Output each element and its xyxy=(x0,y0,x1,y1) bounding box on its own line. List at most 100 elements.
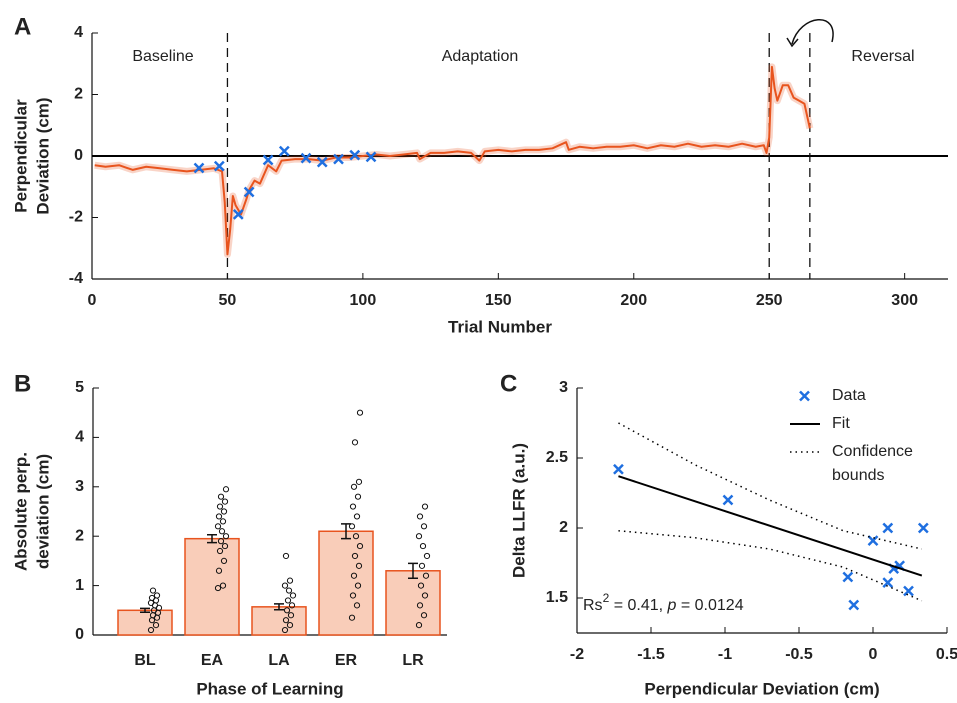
stat-annotation: Rs2 = 0.41, p = 0.0124 xyxy=(583,591,744,614)
x-marker xyxy=(300,152,312,164)
x-marker xyxy=(842,571,854,583)
data-point xyxy=(219,518,227,525)
x-axis-label: Trial Number xyxy=(448,317,552,336)
data-point xyxy=(221,498,229,505)
data-point xyxy=(217,538,225,545)
x-tick-label: 0 xyxy=(88,292,97,309)
data-point xyxy=(152,622,160,629)
data-point xyxy=(349,592,357,599)
x-marker xyxy=(917,522,929,534)
y-tick-label: 0 xyxy=(75,626,84,643)
x-marker xyxy=(213,160,225,172)
data-point xyxy=(215,567,223,574)
data-point xyxy=(281,582,289,589)
data-point xyxy=(281,626,289,634)
data-point xyxy=(418,562,426,569)
legend-label: Confidence bounds xyxy=(832,443,913,484)
stat-annotation-part: = 0.0124 xyxy=(676,597,743,614)
line-band xyxy=(94,63,814,258)
data-point xyxy=(420,523,428,530)
y-tick-label: 3 xyxy=(75,478,84,495)
phase-label: Baseline xyxy=(132,48,193,65)
y-axis-label: deviation (cm) xyxy=(33,454,52,569)
x-axis-label: Phase of Learning xyxy=(196,679,343,698)
x-marker xyxy=(333,153,344,165)
data-point xyxy=(421,592,429,599)
panel-letter: C xyxy=(500,370,517,397)
data-point xyxy=(352,533,360,540)
bar xyxy=(251,606,307,636)
data-point xyxy=(289,592,297,599)
x-tick-label: 250 xyxy=(756,292,783,309)
data-point xyxy=(282,617,290,624)
y-tick-label: 1.5 xyxy=(546,589,568,606)
data-point xyxy=(214,523,222,530)
x-marker xyxy=(848,599,860,611)
data-point xyxy=(282,552,290,560)
y-axis-label: Delta LLFR (a.u.) xyxy=(509,443,528,578)
x-tick-label: 0 xyxy=(869,646,878,663)
x-marker xyxy=(722,494,734,506)
data-point xyxy=(354,582,362,589)
x-tick-label: -2 xyxy=(570,646,584,663)
y-tick-label: 1 xyxy=(75,577,84,594)
stat-annotation-part: p xyxy=(667,597,677,614)
stat-annotation-part: Rs xyxy=(583,597,603,614)
data-point xyxy=(286,622,294,629)
y-axis-label: Perpendicular xyxy=(11,99,30,213)
data-point xyxy=(356,542,364,550)
data-point xyxy=(147,599,155,606)
x-tick-label: -0.5 xyxy=(785,646,813,663)
x-tick-label: 200 xyxy=(620,292,647,309)
data-point xyxy=(285,587,293,594)
stat-annotation-part: 2 xyxy=(603,591,610,605)
y-tick-label: -4 xyxy=(69,270,83,287)
y-tick-label: -2 xyxy=(69,209,83,226)
y-tick-label: 3 xyxy=(559,379,568,396)
x-marker xyxy=(232,209,244,220)
data-point xyxy=(350,483,358,490)
phase-label: Reversal xyxy=(851,48,914,65)
bar xyxy=(385,570,441,636)
data-point xyxy=(419,542,427,550)
data-point xyxy=(216,503,224,510)
legend-label: Data xyxy=(832,387,866,404)
data-point xyxy=(149,587,157,594)
data-point xyxy=(423,552,431,560)
reversal-arrow xyxy=(791,18,834,45)
x-tick-label: 100 xyxy=(350,292,377,309)
data-point xyxy=(356,409,364,416)
x-marker xyxy=(262,154,274,166)
data-point xyxy=(153,592,161,599)
y-tick-label: 2 xyxy=(74,86,83,103)
x-marker xyxy=(365,151,377,163)
x-tick-label: LR xyxy=(402,652,424,669)
x-tick-label: EA xyxy=(201,652,224,669)
data-point xyxy=(353,513,361,520)
x-tick-label: 0.5 xyxy=(936,646,957,663)
x-marker xyxy=(349,149,361,161)
x-tick-label: -1 xyxy=(718,646,732,663)
line xyxy=(94,65,811,256)
data-point xyxy=(220,508,228,515)
data-point xyxy=(348,523,356,530)
legend-label-line: Confidence xyxy=(832,443,913,460)
data-point xyxy=(421,503,429,510)
data-point xyxy=(217,493,225,500)
data-point xyxy=(351,552,359,560)
x-tick-label: ER xyxy=(335,652,358,669)
data-point xyxy=(416,513,424,520)
error-bar xyxy=(207,533,217,544)
y-axis-label: Deviation (cm) xyxy=(33,97,52,214)
legend-marker xyxy=(799,390,810,402)
data-point xyxy=(284,597,292,604)
data-point xyxy=(216,547,224,555)
x-tick-label: BL xyxy=(134,652,156,669)
data-point xyxy=(286,577,294,584)
x-tick-label: LA xyxy=(268,652,290,669)
bar xyxy=(318,530,374,636)
data-point xyxy=(218,528,226,535)
x-marker xyxy=(882,577,894,588)
y-tick-label: 4 xyxy=(75,429,84,446)
